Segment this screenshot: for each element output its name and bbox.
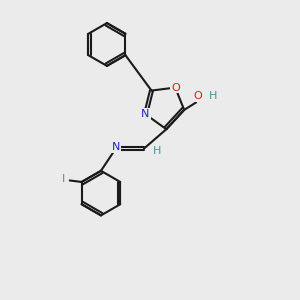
Text: N: N [112, 142, 120, 152]
Text: I: I [62, 174, 65, 184]
Text: N: N [141, 109, 150, 119]
Text: H: H [153, 146, 162, 157]
Text: H: H [209, 91, 217, 101]
Text: O: O [194, 91, 203, 101]
Text: O: O [171, 82, 180, 93]
